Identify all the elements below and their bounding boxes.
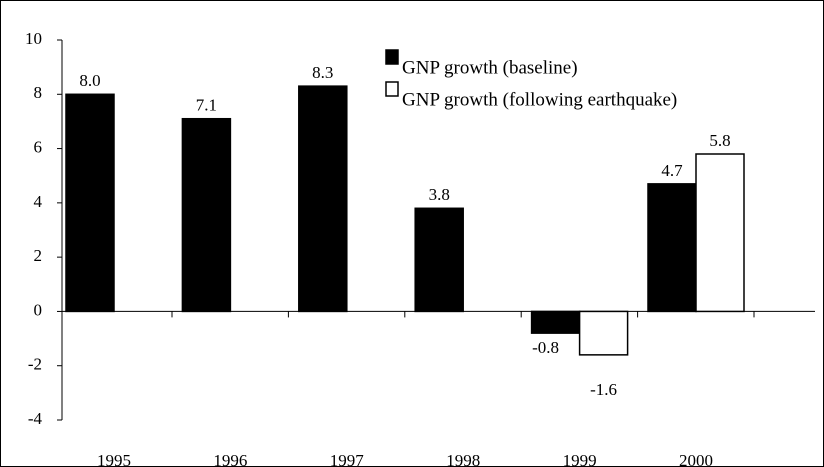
- value-label: 4.7: [661, 161, 683, 180]
- x-tick-label: 1998: [446, 451, 480, 467]
- y-tick-label: 2: [34, 246, 43, 265]
- bar: [695, 153, 745, 313]
- x-tick-label: 1995: [97, 451, 131, 467]
- bar: [298, 85, 348, 313]
- value-label: -0.8: [532, 338, 559, 357]
- bar: [65, 93, 115, 313]
- y-tick-label: -2: [28, 355, 42, 374]
- y-tick-label: 0: [34, 300, 43, 319]
- x-tick-label: 1996: [213, 451, 247, 467]
- bar: [647, 183, 697, 313]
- value-label: 8.0: [79, 71, 100, 90]
- y-tick-label: 8: [34, 83, 43, 102]
- legend-swatch: [385, 81, 399, 97]
- bar: [530, 310, 581, 334]
- value-label: -1.6: [590, 380, 617, 399]
- x-tick-label: 1997: [330, 451, 365, 467]
- y-tick-label: 10: [25, 29, 42, 48]
- y-tick-label: -4: [28, 409, 43, 428]
- x-tick-label: 2000: [679, 451, 713, 467]
- value-label: 7.1: [196, 96, 217, 115]
- legend-swatch: [385, 49, 399, 65]
- y-tick-label: 4: [34, 192, 43, 211]
- value-label: 5.8: [709, 131, 730, 150]
- legend-label: GNP growth (baseline): [402, 57, 578, 78]
- bar: [414, 207, 464, 313]
- value-label: 3.8: [429, 185, 450, 204]
- x-tick-label: 1999: [563, 451, 597, 467]
- bar: [578, 310, 629, 356]
- bar: [181, 117, 232, 313]
- y-tick-label: 6: [34, 137, 43, 156]
- legend-label: GNP growth (following earthquake): [402, 89, 677, 110]
- value-label: 8.3: [312, 63, 333, 82]
